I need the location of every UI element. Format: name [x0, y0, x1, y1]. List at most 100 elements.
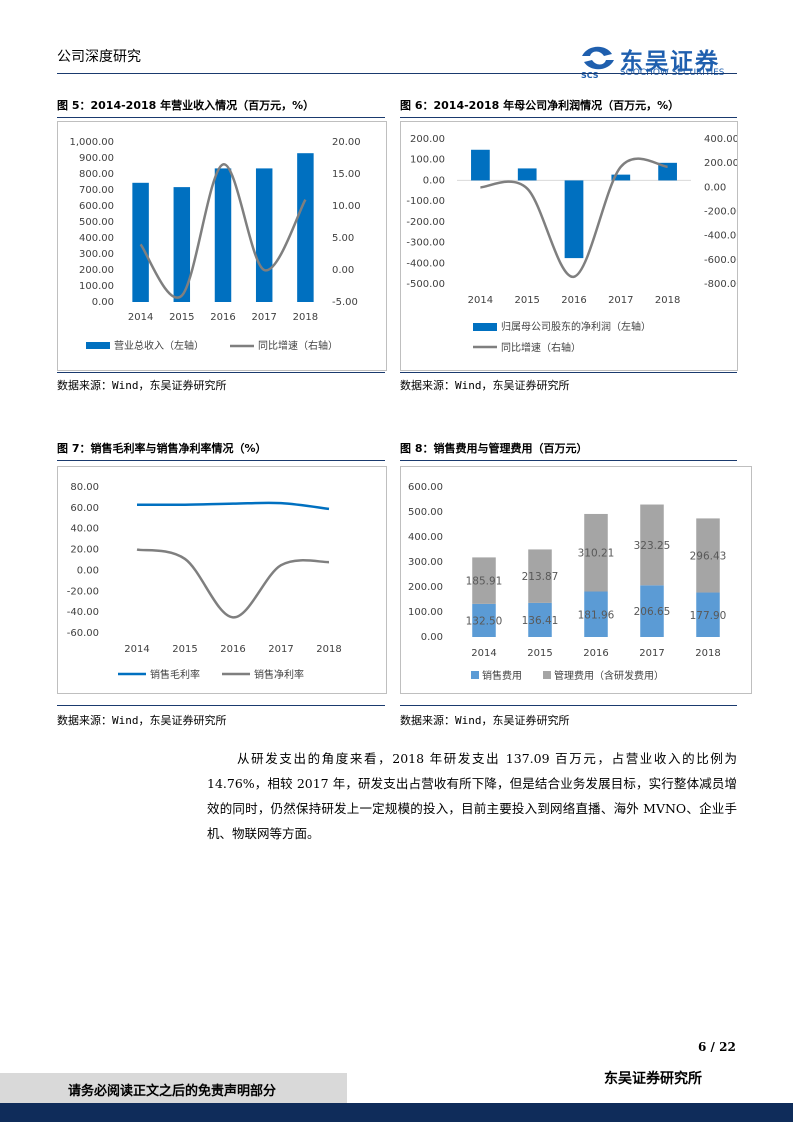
disclaimer-background [0, 1073, 347, 1103]
left-axis-tick: -200.00 [406, 217, 445, 228]
fig7-chart: -60.00 -40.00 -20.00 0.00 20.00 40.00 60.00 80.… [57, 466, 387, 694]
data-label-sales-expense: 132.50 [466, 615, 503, 627]
bar-sales-expense [528, 602, 552, 637]
logo-mark-text: SCS [581, 71, 599, 80]
fig5-title: 图 5：2014-2018 年营业收入情况（百万元，%） [57, 99, 315, 112]
x-axis-tick: 2014 [471, 648, 496, 659]
logo-mark-icon: SCS [581, 46, 614, 80]
page-header-title: 公司深度研究 [57, 49, 141, 65]
x-axis-tick: 2018 [293, 312, 318, 323]
right-axis-tick: -5.00 [332, 297, 358, 308]
y-axis-tick: 600.00 [408, 482, 443, 493]
data-label-sales-expense: 181.96 [578, 609, 615, 621]
y-axis-tick: 100.00 [408, 607, 443, 618]
right-axis-tick: 10.00 [332, 201, 361, 212]
x-axis-tick: 2014 [128, 312, 153, 323]
bar-net-profit [471, 149, 490, 181]
bar-net-profit [658, 162, 677, 181]
line-growth-rate [480, 157, 668, 278]
fig5-source: 数据来源：Wind，东吴证券研究所 [57, 379, 227, 392]
bar-sales-expense [584, 591, 608, 637]
x-axis-tick: 2018 [695, 648, 720, 659]
line-gross-margin [136, 501, 330, 511]
fig8-title-rule [400, 460, 737, 461]
left-axis-tick: -300.00 [406, 238, 445, 249]
left-axis-tick: 0.00 [92, 297, 114, 308]
fig6-chart: -500.00 -400.00 -300.00 -200.00 -100.00 0.00 1… [400, 121, 738, 371]
line-growth-rate [139, 163, 307, 299]
left-axis-tick: 800.00 [79, 169, 114, 180]
y-axis-tick: 200.00 [408, 582, 443, 593]
x-axis-tick: 2015 [172, 644, 197, 655]
bar-admin-expense [640, 504, 664, 586]
left-axis-tick: -500.00 [406, 279, 445, 290]
bar-net-profit [611, 174, 631, 181]
right-axis-tick: 15.00 [332, 169, 361, 180]
bar-revenue [132, 182, 149, 302]
x-axis-tick: 2018 [655, 295, 680, 306]
data-label-admin-expense: 185.91 [466, 576, 503, 588]
x-axis-tick: 2017 [251, 312, 276, 323]
bar-admin-expense [696, 518, 720, 593]
left-axis-tick: 200.00 [410, 134, 445, 145]
right-axis-tick: -200.00 [704, 207, 738, 218]
fig8-title: 图 8：销售费用与管理费用（百万元） [400, 442, 588, 455]
right-axis-tick: 400.00 [704, 134, 738, 145]
x-axis-tick: 2014 [124, 644, 149, 655]
legend-swatch-net-profit [473, 323, 497, 331]
fig7-title: 图 7：销售毛利率与销售净利率情况（%） [57, 442, 267, 455]
legend-swatch-admin-expense [543, 671, 551, 679]
right-axis-tick: -600.00 [704, 255, 738, 266]
y-axis-tick: 0.00 [77, 565, 99, 576]
left-axis-tick: 400.00 [79, 233, 114, 244]
y-axis-tick: -20.00 [67, 586, 99, 597]
y-axis-tick: 20.00 [70, 545, 99, 556]
body-paragraph: 从研发支出的角度来看，2018 年研发支出 137.09 百万元，占营业收入的比… [207, 751, 737, 841]
left-axis-tick: 700.00 [79, 185, 114, 196]
right-axis-tick: 0.00 [704, 182, 726, 193]
y-axis-tick: 300.00 [408, 557, 443, 568]
bar-revenue [214, 168, 232, 302]
data-label-sales-expense: 136.41 [522, 615, 559, 627]
legend-label-revenue: 营业总收入（左轴） [114, 339, 204, 352]
data-label-sales-expense: 206.65 [634, 606, 671, 618]
y-axis-tick: 500.00 [408, 507, 443, 518]
x-axis-tick: 2017 [608, 295, 633, 306]
left-axis-tick: 900.00 [79, 153, 114, 164]
y-axis-tick: 60.00 [70, 503, 99, 514]
left-axis-tick: 200.00 [79, 265, 114, 276]
bar-sales-expense [640, 585, 664, 637]
fig7-bottom-rule [57, 705, 385, 706]
left-axis-tick: 1,000.00 [69, 137, 114, 148]
legend-label-gross-margin: 销售毛利率 [150, 668, 200, 681]
y-axis-tick: -60.00 [67, 628, 99, 639]
x-axis-tick: 2016 [561, 295, 586, 306]
footer-bar [0, 1103, 793, 1122]
bar-admin-expense [528, 549, 552, 603]
data-label-admin-expense: 213.87 [522, 571, 559, 583]
right-axis-tick: 5.00 [332, 233, 354, 244]
fig8-bottom-rule [400, 705, 737, 706]
fig6-bottom-rule [400, 372, 737, 373]
legend-label-growth: 同比增速（右轴） [501, 341, 581, 354]
data-label-admin-expense: 296.43 [690, 550, 727, 562]
fig8-chart: 0.00 100.00 200.00 300.00 400.00 500.00 600.00… [400, 466, 752, 694]
bar-net-profit [564, 180, 584, 259]
x-axis-tick: 2014 [468, 295, 493, 306]
bar-sales-expense [472, 603, 496, 637]
fig7-title-rule [57, 460, 385, 461]
x-axis-tick: 2015 [514, 295, 539, 306]
left-axis-tick: 100.00 [410, 155, 445, 166]
x-axis-tick: 2015 [527, 648, 552, 659]
right-axis-tick: 200.00 [704, 158, 738, 169]
logo-chinese-name: 东吴证券 [620, 49, 720, 75]
fig6-title: 图 6：2014-2018 年母公司净利润情况（百万元，%） [400, 99, 680, 112]
right-axis-tick: -400.00 [704, 231, 738, 242]
brand-logo: SCS 东吴证券 SOOCHOW SECURITIES [578, 42, 738, 82]
x-axis-tick: 2015 [169, 312, 194, 323]
right-axis-tick: -800.00 [704, 279, 738, 290]
y-axis-tick: 40.00 [70, 524, 99, 535]
bar-admin-expense [472, 557, 496, 604]
legend-swatch-revenue [86, 342, 110, 349]
x-axis-tick: 2016 [220, 644, 245, 655]
